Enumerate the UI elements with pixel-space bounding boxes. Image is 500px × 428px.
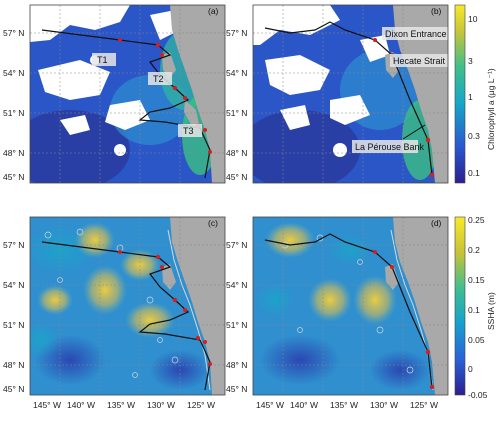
lon-ticks-d: 145° W 140° W 135° W 130° W 125° W: [256, 400, 438, 410]
panel-a: T1 T2 T3 (a): [29, 4, 226, 184]
svg-text:1: 1: [468, 92, 473, 102]
svg-text:0: 0: [468, 364, 473, 374]
ship-track-c: [41, 241, 211, 391]
panel-label-a: (a): [208, 6, 219, 16]
svg-text:45° N: 45° N: [226, 384, 247, 394]
svg-text:51° N: 51° N: [226, 320, 247, 330]
lat-ticks-a: 57° N 54° N 51° N 48° N 45° N: [3, 28, 24, 182]
svg-text:-0.05: -0.05: [468, 390, 488, 400]
svg-text:Hecate Strait: Hecate Strait: [393, 56, 446, 66]
lat-ticks-d: 57° N 54° N 51° N 48° N 45° N: [226, 240, 247, 394]
axes-frame-b: [252, 4, 449, 184]
svg-text:54° N: 54° N: [3, 280, 24, 290]
svg-text:48° N: 48° N: [3, 148, 24, 158]
svg-text:57° N: 57° N: [3, 240, 24, 250]
svg-text:La Pérouse Bank: La Pérouse Bank: [355, 142, 425, 152]
panel-label-b: (b): [431, 6, 442, 16]
ship-track-b: [264, 21, 433, 176]
place-label-laperouse: La Pérouse Bank: [352, 140, 425, 153]
svg-text:0.15: 0.15: [468, 275, 485, 285]
axes-frame-c: [29, 216, 226, 396]
coast-land-d: [393, 217, 448, 395]
coast-land-b: [393, 5, 448, 183]
svg-text:54° N: 54° N: [226, 280, 247, 290]
svg-text:145° W: 145° W: [256, 400, 284, 410]
colorbar-ssha-title: SSHA (m): [486, 292, 496, 330]
colorbar-ssha: 0.25 0.2 0.15 0.1 0.05 0 -0.05 SSHA (m): [454, 215, 496, 400]
svg-text:0.1: 0.1: [468, 168, 480, 178]
panel-label-d: (d): [431, 218, 442, 228]
colorbar-chl-title: Chlorophyll a (μg L⁻¹): [486, 68, 496, 150]
coast-land-c: [170, 217, 225, 395]
ship-track-d: [264, 233, 433, 388]
lat-ticks-c: 57° N 54° N 51° N 48° N 45° N: [3, 240, 24, 394]
svg-text:140° W: 140° W: [290, 400, 318, 410]
svg-text:T3: T3: [183, 126, 194, 136]
svg-text:10: 10: [468, 14, 478, 24]
shelf-contour-c: [167, 229, 211, 391]
svg-text:3: 3: [468, 56, 473, 66]
svg-text:T1: T1: [97, 55, 108, 65]
transect-label-t3: T3: [178, 124, 202, 137]
colorbar-chlorophyll: 10 3 1 0.3 0.1 Chlorophyll a (μg L⁻¹): [454, 4, 496, 184]
cloud-mask-a: [30, 5, 180, 156]
panel-label-c: (c): [208, 218, 218, 228]
eddy-contours-d: [281, 234, 414, 374]
svg-text:Dixon Entrance: Dixon Entrance: [385, 29, 447, 39]
svg-text:135° W: 135° W: [107, 400, 135, 410]
svg-text:54° N: 54° N: [3, 68, 24, 78]
panel-c: (c): [29, 216, 226, 396]
svg-text:45° N: 45° N: [226, 172, 247, 182]
svg-text:0.2: 0.2: [468, 245, 480, 255]
lon-ticks-c: 145° W 140° W 135° W 130° W 125° W: [33, 400, 215, 410]
svg-text:48° N: 48° N: [3, 360, 24, 370]
svg-text:45° N: 45° N: [3, 172, 24, 182]
place-label-hecate: Hecate Strait: [390, 54, 448, 67]
svg-text:125° W: 125° W: [187, 400, 215, 410]
cloud-mask-b: [253, 5, 390, 157]
svg-text:57° N: 57° N: [226, 240, 247, 250]
lat-ticks-b: 57° N 54° N 51° N 48° N 45° N: [226, 28, 247, 182]
svg-text:140° W: 140° W: [67, 400, 95, 410]
svg-text:130° W: 130° W: [147, 400, 175, 410]
svg-text:125° W: 125° W: [410, 400, 438, 410]
svg-text:0.25: 0.25: [468, 215, 485, 225]
svg-text:T2: T2: [153, 74, 164, 84]
arrow-laperouse: [402, 124, 426, 140]
transect-label-t1: T1: [92, 53, 116, 66]
svg-text:0.3: 0.3: [468, 131, 480, 141]
transect-label-t2: T2: [148, 72, 172, 85]
svg-text:57° N: 57° N: [3, 28, 24, 38]
svg-text:54° N: 54° N: [226, 68, 247, 78]
svg-text:48° N: 48° N: [226, 148, 247, 158]
panel-d: (d): [252, 216, 449, 396]
place-label-dixon: Dixon Entrance: [382, 27, 448, 40]
svg-text:0.1: 0.1: [468, 305, 480, 315]
station-markers-d: [373, 250, 435, 390]
svg-text:130° W: 130° W: [370, 400, 398, 410]
coast-land-a: [170, 5, 225, 183]
svg-text:145° W: 145° W: [33, 400, 61, 410]
svg-text:0.05: 0.05: [468, 335, 485, 345]
svg-text:51° N: 51° N: [3, 320, 24, 330]
svg-text:51° N: 51° N: [226, 108, 247, 118]
panel-b: Dixon Entrance Hecate Strait La Pérouse …: [252, 4, 449, 184]
svg-text:135° W: 135° W: [330, 400, 358, 410]
svg-text:51° N: 51° N: [3, 108, 24, 118]
station-markers-c: [118, 250, 212, 366]
svg-text:45° N: 45° N: [3, 384, 24, 394]
axes-frame-a: [29, 4, 226, 184]
axes-frame-d: [252, 216, 449, 396]
svg-text:57° N: 57° N: [226, 28, 247, 38]
svg-text:48° N: 48° N: [226, 360, 247, 370]
